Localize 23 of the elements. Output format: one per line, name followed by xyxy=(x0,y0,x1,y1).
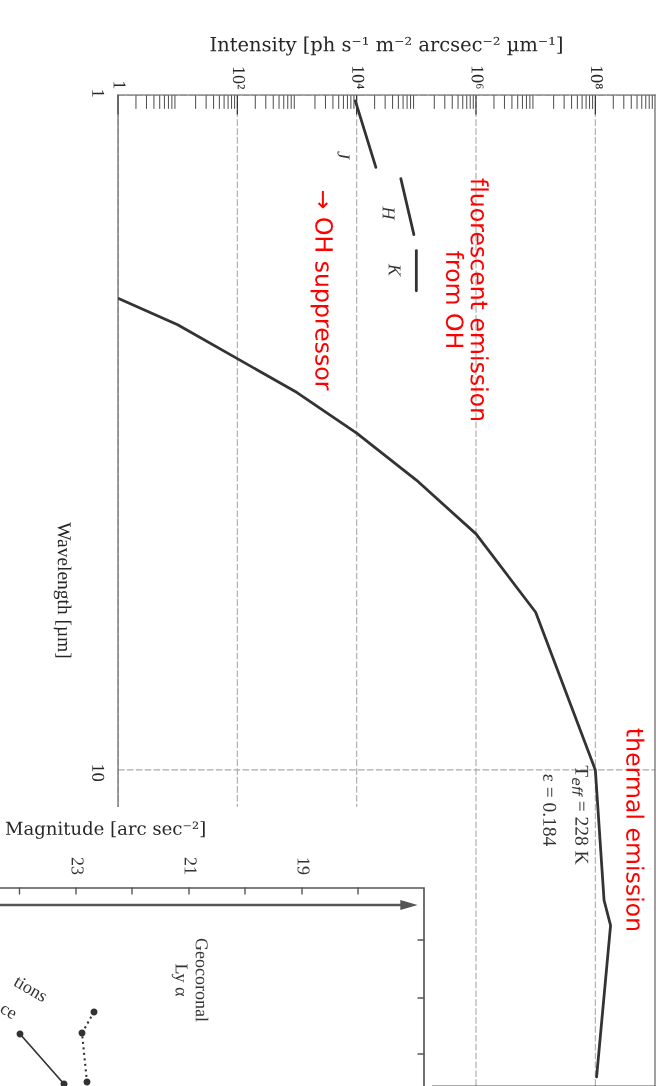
annotation: K xyxy=(388,263,401,277)
x-tick-label: 10⁴ xyxy=(352,66,365,89)
annotation: J xyxy=(337,151,350,160)
text: ce xyxy=(0,1004,17,1020)
x-tick-label: 10² xyxy=(232,67,245,90)
text: tions xyxy=(12,974,49,1003)
text: Magnitude [arc sec⁻²] xyxy=(5,821,205,839)
x-tick-label: 10⁶ xyxy=(471,66,484,89)
annotation: T$_{eff}$ = 228 K xyxy=(572,765,589,865)
annotation: 21 xyxy=(184,857,197,874)
y-axis-title: Wavelength [µm] xyxy=(53,522,72,658)
x-tick-label: 10⁸ xyxy=(590,66,603,89)
y-tick-label: 10 xyxy=(92,765,105,782)
x-axis-title: Intensity [ph s⁻¹ m⁻² arcsec⁻² µm⁻¹] xyxy=(210,36,562,56)
annotation: ε = 0.184 xyxy=(543,774,557,846)
annotation: fluorescent emission from OH xyxy=(445,178,489,421)
x-tick-label: 1 xyxy=(113,82,126,89)
annotation: Geocoronal Ly α xyxy=(171,938,209,1022)
annotation: 19 xyxy=(297,858,310,875)
annotation: thermal emission xyxy=(626,728,645,931)
annotation: → OH suppressor xyxy=(310,190,334,391)
text: 23 xyxy=(71,857,84,875)
annotation: H xyxy=(382,206,395,221)
